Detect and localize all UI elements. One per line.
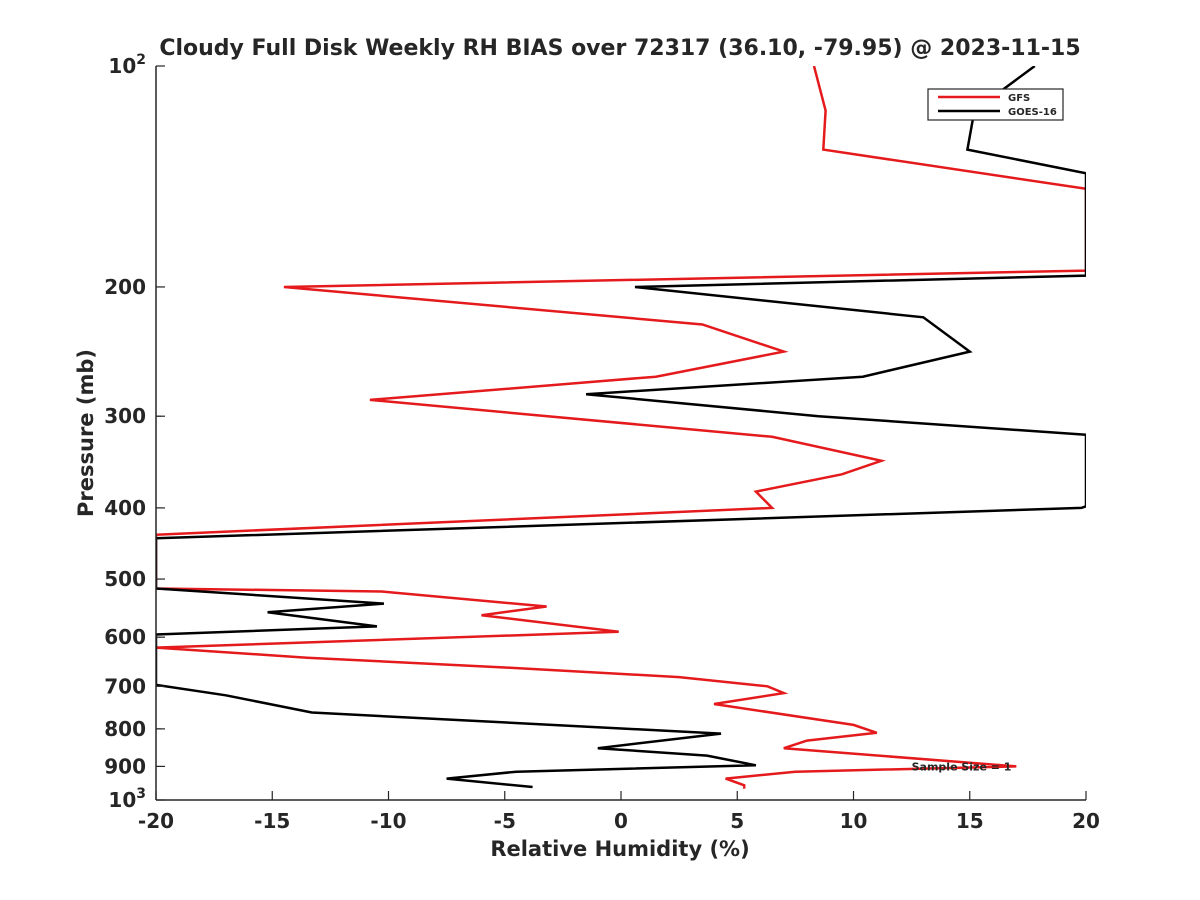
x-tick-label: 0	[614, 809, 628, 833]
y-axis-label: Pressure (mb)	[74, 349, 98, 517]
y-tick-label: 900	[104, 754, 146, 778]
series-line-gfs	[156, 66, 1086, 789]
x-tick-label: -10	[370, 809, 406, 833]
legend: GFS GOES-16	[927, 88, 1064, 121]
x-tick-label: 5	[730, 809, 744, 833]
legend-box	[927, 88, 1064, 121]
y-tick-label: 700	[104, 674, 146, 698]
x-tick-label: -15	[254, 809, 290, 833]
y-tick-label: 200	[104, 275, 146, 299]
legend-label-goes-16: GOES-16	[1008, 107, 1057, 118]
x-tick-label: 20	[1072, 809, 1100, 833]
x-tick-label: -5	[494, 809, 516, 833]
y-tick-label: 300	[104, 404, 146, 428]
y-tick-label: 103	[108, 786, 146, 812]
x-tick-label: 15	[956, 809, 984, 833]
chart-title: Cloudy Full Disk Weekly RH BIAS over 723…	[159, 36, 1080, 61]
x-tick-label: -20	[138, 809, 174, 833]
y-tick-label: 400	[104, 496, 146, 520]
y-tick-label: 800	[104, 717, 146, 741]
series-lines	[156, 66, 1086, 789]
y-tick-label: 600	[104, 625, 146, 649]
y-tick-label: 500	[104, 567, 146, 591]
sample-size-annotation: Sample Size = 1	[912, 760, 1012, 773]
legend-label-gfs: GFS	[1008, 93, 1030, 104]
plot-area: -20 -15 -10 -5 0 5 10 15 20 102 200 300 400 500 600 700…	[104, 52, 1100, 833]
x-axis-label: Relative Humidity (%)	[490, 837, 749, 861]
x-tick-label: 10	[840, 809, 868, 833]
series-line-goes-16	[156, 66, 1086, 789]
y-tick-label: 102	[108, 52, 146, 78]
